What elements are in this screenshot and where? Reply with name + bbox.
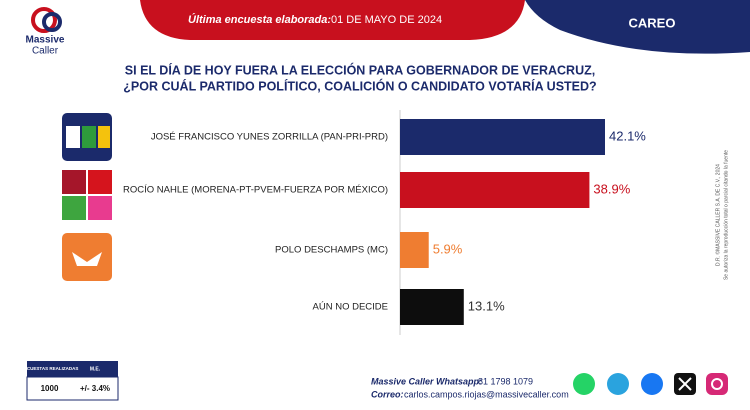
instagram-icon[interactable] <box>706 373 728 395</box>
instagram-glyph <box>711 378 723 390</box>
survey-date: 01 DE MAYO DE 2024 <box>331 14 442 26</box>
value-label: 13.1% <box>468 298 505 313</box>
header-tab <box>525 0 750 54</box>
telegram-icon[interactable] <box>607 373 629 395</box>
category-label: ROCÍO NAHLE (MORENA-PT-PVEM-FUERZA POR M… <box>123 185 388 196</box>
table-cell: +/- 3.4% <box>80 384 110 393</box>
header-banner <box>140 0 525 40</box>
table-header-cell <box>72 361 118 377</box>
whatsapp: 81 1798 1079 <box>478 376 533 386</box>
category-label: POLO DESCHAMPS (MC) <box>275 245 388 256</box>
whatsapp-label: Massive Caller Whatsapp: <box>371 376 482 386</box>
notice: Se autoriza la reproducción total o parc… <box>723 150 729 280</box>
logo <box>31 7 62 33</box>
value-label: 38.9% <box>593 181 630 196</box>
logo-ring <box>31 7 57 33</box>
email: carlos.campos.riojas@massivecaller.com <box>404 389 569 399</box>
logo-pvem <box>62 196 86 220</box>
value-label: 42.1% <box>609 128 646 143</box>
tag: CAREO <box>629 15 676 30</box>
chart-title: SI EL DÍA DE HOY FUERA LA ELECCIÓN PARA … <box>125 62 595 77</box>
bars: JOSÉ FRANCISCO YUNES ZORRILLA (PAN-PRI-P… <box>123 119 646 325</box>
logo-morena <box>62 170 86 194</box>
category-label: JOSÉ FRANCISCO YUNES ZORRILLA (PAN-PRI-P… <box>151 132 388 143</box>
whatsapp-icon[interactable] <box>573 373 595 395</box>
table-header-cell <box>27 361 72 377</box>
logo-pt <box>88 170 112 194</box>
party-logos <box>62 113 112 281</box>
facebook-icon[interactable] <box>641 373 663 395</box>
email-label: Correo: <box>371 389 404 399</box>
copyright: D.R. ©MASSIVE CALLER S.A. DE C.V., 2024 <box>714 164 721 266</box>
bar <box>400 289 464 325</box>
logo-fxm <box>88 196 112 220</box>
bar <box>400 119 605 155</box>
brand: Massive <box>26 35 65 46</box>
table-header: M.E. <box>90 366 101 372</box>
logo-part <box>66 126 80 148</box>
logo-mc-eagle <box>72 252 102 266</box>
table-cell: 1000 <box>41 384 59 393</box>
logo-ring <box>42 12 62 32</box>
brand-sub: Caller <box>32 46 59 57</box>
bar <box>400 232 429 268</box>
chart-subtitle: ¿POR CUÁL PARTIDO POLÍTICO, COALICIÓN O … <box>123 78 596 93</box>
value-label: 5.9% <box>433 241 463 256</box>
x-glyph <box>678 377 692 391</box>
table-body <box>26 376 119 401</box>
survey-label: Última encuesta elaborada: <box>188 13 331 26</box>
logo-part <box>82 126 96 148</box>
bar <box>400 172 590 208</box>
logo-mc <box>62 233 112 281</box>
category-label: AÚN NO DECIDE <box>313 302 388 313</box>
table-header: ENCUESTAS REALIZADAS <box>21 366 79 371</box>
logo-part <box>98 126 110 148</box>
